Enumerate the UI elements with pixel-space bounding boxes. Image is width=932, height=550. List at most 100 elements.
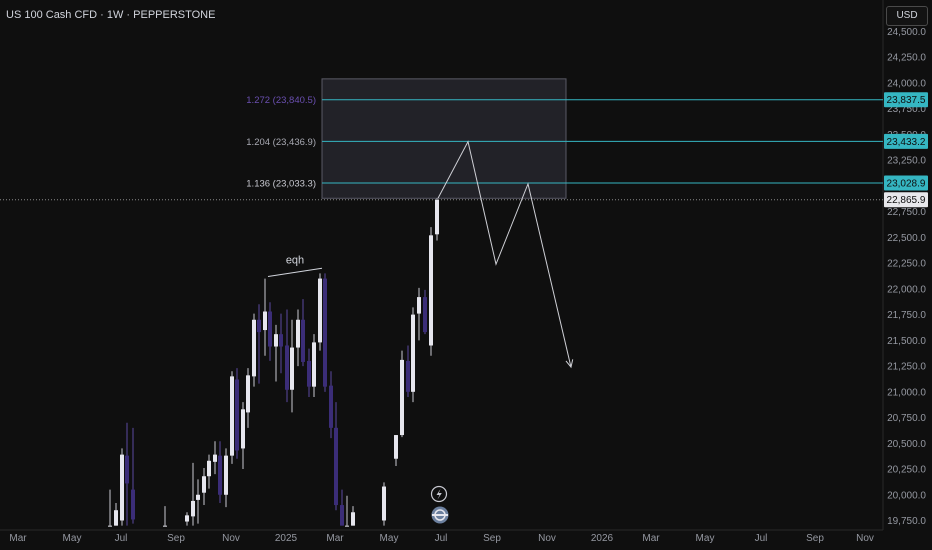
fib-level-label: 1.136 (23,033.3) <box>246 178 316 189</box>
fib-price-tag-label: 23,837.5 <box>887 95 926 106</box>
x-tick-label: 2026 <box>591 533 614 544</box>
candle-body <box>417 297 421 314</box>
projection-arrowhead <box>565 359 574 369</box>
x-tick-label: Nov <box>222 533 240 544</box>
y-tick-label: 21,250.0 <box>887 362 926 373</box>
y-tick-label: 20,250.0 <box>887 465 926 476</box>
x-tick-label: Sep <box>806 533 824 544</box>
candle-body <box>351 512 355 526</box>
fib-level-label: 1.204 (23,436.9) <box>246 137 316 148</box>
candle-body <box>329 385 333 428</box>
candle-body <box>279 334 283 347</box>
candle-body <box>108 525 112 527</box>
candle-body <box>400 359 404 436</box>
candle-body <box>394 435 398 459</box>
candle-body <box>191 500 195 517</box>
y-tick-label: 22,500.0 <box>887 233 926 244</box>
x-tick-label: Nov <box>538 533 556 544</box>
candle-body <box>246 375 250 413</box>
candle-body <box>235 379 239 451</box>
x-tick-label: Sep <box>167 533 185 544</box>
candle-body <box>290 347 294 390</box>
candle-body <box>218 455 222 495</box>
y-tick-label: 21,000.0 <box>887 387 926 398</box>
x-tick-label: Nov <box>856 533 874 544</box>
candle-body <box>125 455 129 484</box>
fib-price-tag-label: 23,433.2 <box>887 137 926 148</box>
candle-body <box>318 278 322 343</box>
y-tick-label: 20,750.0 <box>887 413 926 424</box>
candle-body <box>185 515 189 522</box>
y-tick-label: 20,500.0 <box>887 439 926 450</box>
candle-body <box>435 199 439 235</box>
candle-body <box>285 345 289 390</box>
fib-price-tag <box>884 175 928 191</box>
candle-body <box>307 360 311 387</box>
candle-body <box>268 311 272 347</box>
y-tick-label: 24,500.0 <box>887 27 926 38</box>
y-tick-label: 22,000.0 <box>887 284 926 295</box>
y-tick-label: 21,750.0 <box>887 310 926 321</box>
x-tick-label: May <box>696 533 715 544</box>
candle-body <box>312 342 316 387</box>
candle-body <box>230 376 234 456</box>
candle-body <box>252 319 256 377</box>
x-tick-label: 2025 <box>275 533 298 544</box>
eqh-line <box>267 267 323 278</box>
x-tick-label: Mar <box>326 533 344 544</box>
y-tick-label: 20,000.0 <box>887 490 926 501</box>
candle-body <box>274 334 278 347</box>
x-tick-label: May <box>380 533 399 544</box>
x-tick-label: Jul <box>435 533 448 544</box>
candle-body <box>323 278 327 387</box>
x-tick-label: Jul <box>755 533 768 544</box>
x-tick-label: Mar <box>9 533 27 544</box>
candle-body <box>163 525 167 527</box>
x-tick-label: Mar <box>642 533 660 544</box>
earnings-icon[interactable] <box>431 506 449 524</box>
candle-body <box>411 314 415 392</box>
symbol-title: US 100 Cash CFD · 1W · PEPPERSTONE <box>6 9 216 21</box>
x-tick-label: Jul <box>115 533 128 544</box>
candle-body <box>120 454 124 521</box>
candle-body <box>241 409 245 449</box>
candle-body <box>423 297 427 333</box>
candle-body <box>207 460 211 477</box>
candle-body <box>340 505 344 526</box>
fib-price-tag <box>884 133 928 149</box>
candle-body <box>429 235 433 346</box>
target-zone <box>321 78 567 199</box>
y-tick-label: 24,250.0 <box>887 53 926 64</box>
candle-body <box>301 319 305 362</box>
lightning-icon[interactable] <box>430 485 448 503</box>
candle-body <box>196 494 200 500</box>
last-price-tag <box>884 192 928 208</box>
candle-body <box>257 319 261 333</box>
y-tick-label: 21,500.0 <box>887 336 926 347</box>
candle-body <box>334 427 338 506</box>
fib-price-tag <box>884 92 928 108</box>
projection-path <box>437 140 572 368</box>
last-price-tag-label: 22,865.9 <box>887 195 926 206</box>
candle-body <box>406 360 410 392</box>
x-tick-label: May <box>63 533 82 544</box>
fib-price-tag-label: 23,028.9 <box>887 178 926 189</box>
candle-body <box>213 454 217 462</box>
currency-button[interactable]: USD <box>886 6 928 26</box>
fib-level-label: 1.272 (23,840.5) <box>246 95 316 106</box>
candle-body <box>345 525 349 527</box>
x-tick-label: Sep <box>483 533 501 544</box>
y-tick-label: 23,250.0 <box>887 156 926 167</box>
candle-body <box>263 311 267 331</box>
y-tick-label: 22,750.0 <box>887 207 926 218</box>
candle-body <box>382 486 386 521</box>
candle-body <box>131 489 135 520</box>
candle-body <box>296 319 300 348</box>
y-tick-label: 19,750.0 <box>887 516 926 527</box>
candle-body <box>202 476 206 493</box>
candle-body <box>114 510 118 526</box>
candle-body <box>224 455 228 495</box>
y-tick-label: 22,250.0 <box>887 259 926 270</box>
y-tick-label: 23,750.0 <box>887 104 926 115</box>
